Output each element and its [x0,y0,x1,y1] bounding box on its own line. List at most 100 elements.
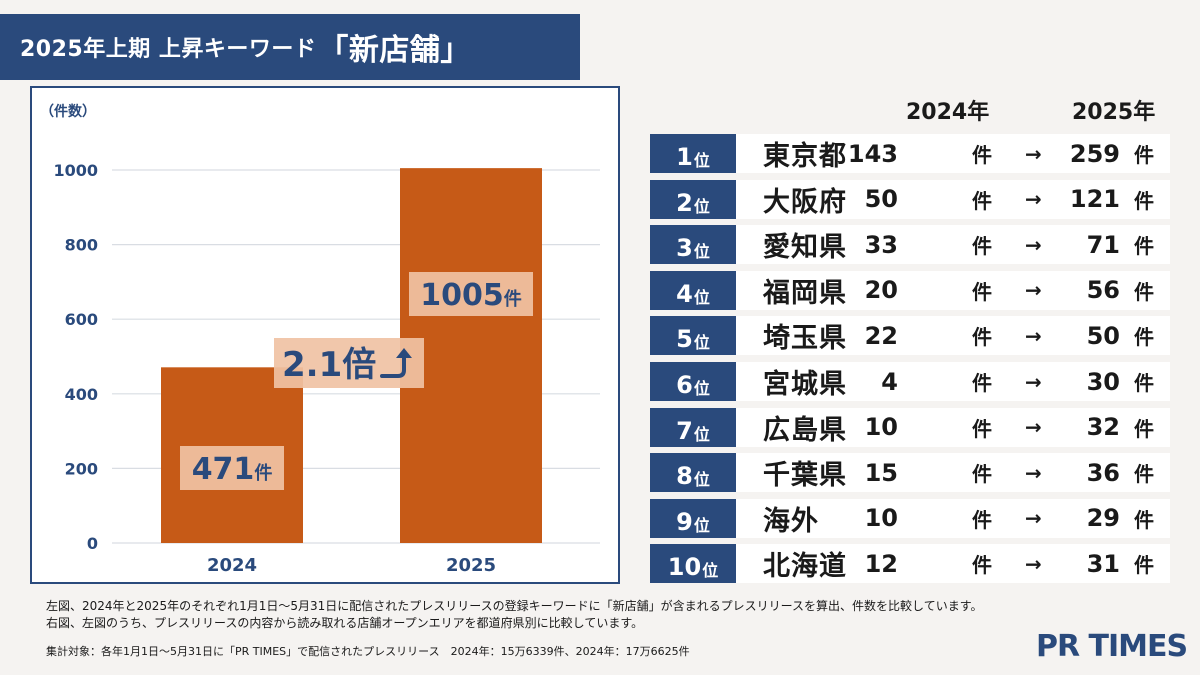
growth-annotation: 2.1倍 [282,345,376,385]
prefecture-name: 千葉県 [763,460,847,492]
count-2024: 143 [847,139,898,168]
y-tick-label: 600 [65,310,98,329]
count-2025: 121 [1069,185,1120,214]
table-row: 1 位東京都 143 件 → 259 件 [650,134,1170,173]
unit-2024: 件 [972,279,992,304]
rank-number: 8 [676,462,693,491]
rank-suffix: 位 [693,196,710,216]
rank-suffix: 位 [702,561,719,581]
rank-number: 1 [676,143,693,171]
table-row: 4 位福岡県 20 件 → 56 件 [650,270,1170,310]
year-header-2025: 2025年 [1072,100,1156,125]
unit-2024: 件 [972,462,992,487]
rank-suffix: 位 [693,470,710,490]
arrow-icon: → [1025,278,1042,303]
prefecture-name: 愛知県 [763,232,847,264]
footnotes: 左図、2024年と2025年のそれぞれ1月1日～5月31日に配信されたプレスリリ… [46,598,1046,632]
rank-suffix: 位 [693,151,710,170]
unit-2024: 件 [972,553,992,578]
unit-2024: 件 [972,507,992,532]
rank-suffix: 位 [693,242,710,262]
count-2024: 33 [864,230,898,259]
unit-2025: 件 [1134,371,1154,395]
table-row: 8 位千葉県 15 件 → 36 件 [650,453,1170,493]
count-2025: 30 [1086,367,1120,396]
table-row: 10 位北海道 12 件 → 31 件 [650,544,1170,584]
unit-2025: 件 [1134,507,1154,532]
x-tick-label: 2024 [207,555,257,576]
table-row: 9 位海外 10 件 → 29 件 [650,498,1170,538]
count-2024: 10 [864,413,898,442]
prefecture-name: 埼玉県 [763,323,847,355]
table-row: 7 位広島県 10 件 → 32 件 [650,407,1170,447]
y-tick-label: 200 [65,459,98,478]
prefecture-name: 北海道 [763,551,847,583]
unit-2025: 件 [1134,416,1154,441]
unit-2025: 件 [1134,143,1154,167]
pr-times-logo: PR TIMES [1036,629,1188,664]
count-2024: 10 [864,504,898,533]
growth-annotation-box [274,338,424,388]
rank-number: 9 [676,507,693,536]
unit-2025: 件 [1134,553,1154,578]
prefecture-name: 東京都 [763,141,847,172]
count-2025: 32 [1086,413,1120,442]
rank-number: 6 [676,371,693,399]
rank-number: 4 [676,279,693,308]
prefecture-name: 広島県 [763,414,847,446]
count-2024: 15 [864,458,898,487]
unit-2025: 件 [1134,325,1154,350]
table-row: 6 位宮城県 4 件 → 30 件 [650,362,1170,401]
rank-badge: 10 位 [650,544,736,584]
page-title: 2025年上期 上昇キーワード 「新店舗」 [0,14,580,80]
unit-2025: 件 [1134,234,1154,259]
prefecture-name: 海外 [763,505,819,537]
unit-2025: 件 [1134,188,1154,213]
data-label-box [180,446,284,490]
count-2025: 36 [1086,458,1120,487]
bar-chart-panel: （件数） 0 200 400 600 800 1000 2024 2025 471件 1005件 2.… [30,86,620,584]
bar-chart: （件数） 0 200 400 600 800 1000 2024 2025 471件 1005件 2.… [40,103,600,576]
count-2025: 71 [1086,230,1120,259]
rank-suffix: 位 [693,515,710,535]
y-axis-label: （件数） [40,103,96,120]
footnote-right-table: 右図、左図のうち、プレスリリースの内容から読み取れる店舗オープンエリアを都道府県… [46,616,644,630]
data-label: 471件 [192,452,273,487]
unit-2024: 件 [972,143,992,167]
count-2024: 20 [864,276,898,305]
arrow-icon: → [1025,369,1042,394]
year-header-2024: 2024年 [906,100,990,125]
rank-suffix: 位 [693,424,710,444]
title-prefix: 2025年上期 上昇キーワード [20,37,317,62]
count-2024: 22 [864,321,898,350]
count-2024: 4 [881,367,898,396]
arrow-icon: → [1025,415,1042,440]
data-label: 1005件 [420,278,522,313]
y-tick-label: 0 [87,534,98,553]
arrow-icon: → [1025,460,1042,485]
count-2025: 31 [1086,549,1120,578]
rank-number: 10 [667,553,702,582]
arrow-icon: → [1025,232,1042,257]
unit-2025: 件 [1134,462,1154,487]
unit-2024: 件 [972,234,992,259]
y-tick-label: 800 [65,236,98,255]
rank-number: 5 [676,325,693,354]
rank-number: 2 [676,188,693,217]
up-arrow-head-icon [396,348,412,358]
source-note: 集計対象：各年1月1日～5月31日に「PR TIMES」で配信されたプレスリリー… [46,645,690,658]
unit-2025: 件 [1134,279,1154,304]
unit-2024: 件 [972,371,992,395]
up-arrow-icon [380,352,406,378]
count-2025: 259 [1069,139,1120,168]
prefecture-name: 福岡県 [763,277,847,309]
prefecture-name: 宮城県 [763,369,847,400]
table-row: 2 位大阪府 50 件 → 121 件 [650,179,1170,219]
